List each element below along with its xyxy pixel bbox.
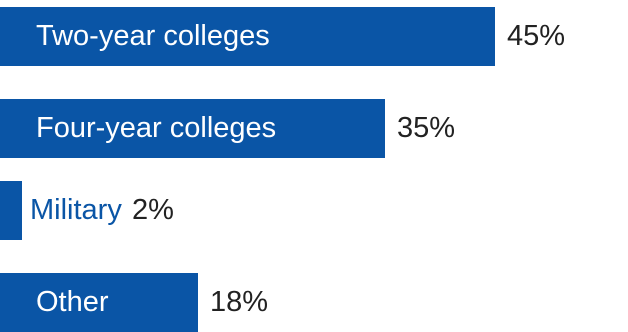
category-label: Other	[36, 286, 109, 318]
value-label: 18%	[210, 286, 269, 318]
value-label: 35%	[397, 112, 456, 144]
bar	[0, 273, 198, 332]
bar	[0, 181, 22, 240]
category-label: Military	[30, 194, 122, 226]
value-label: 2%	[132, 194, 174, 226]
category-label: Four-year colleges	[36, 112, 277, 144]
bar	[0, 7, 495, 66]
category-label: Two-year colleges	[36, 20, 270, 52]
value-label: 45%	[507, 20, 566, 52]
bar	[0, 99, 385, 158]
